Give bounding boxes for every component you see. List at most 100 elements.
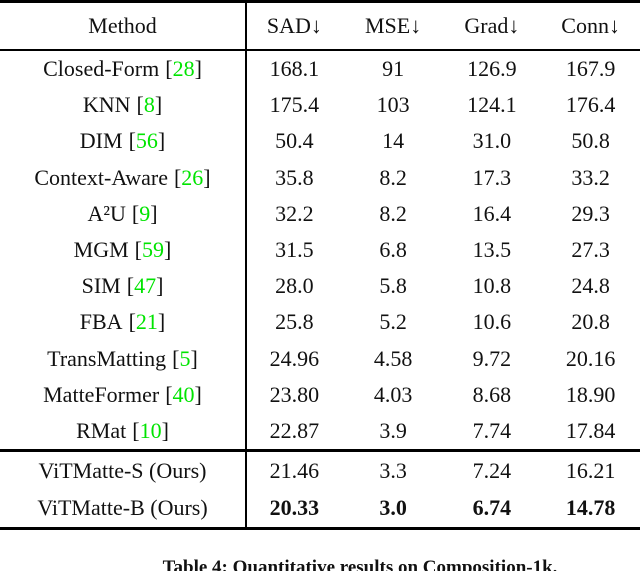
method-name: DIM <box>79 128 123 154</box>
method-cell: DIM [56] <box>0 128 245 154</box>
method-name: MGM <box>73 237 129 263</box>
method-name: Context-Aware <box>34 164 168 190</box>
mse-value: 4.58 <box>373 345 413 371</box>
method-cell: ViTMatte-B (Ours) <box>37 495 208 521</box>
table-row: DIM [56] 50.4 14 31.0 50.8 <box>0 123 640 159</box>
citation-number: 9 <box>139 200 151 226</box>
citation-number: 10 <box>139 417 162 443</box>
col-header-mse: MSE↓ <box>365 13 422 38</box>
conn-value: 29.3 <box>571 200 610 226</box>
sad-value: 31.5 <box>275 237 314 263</box>
sad-value: 32.2 <box>275 200 314 226</box>
col-header-conn: Conn↓ <box>561 13 620 38</box>
method-name: SIM <box>81 273 121 299</box>
method-cell: A²U [9] <box>0 201 245 227</box>
sad-value: 168.1 <box>269 56 320 82</box>
conn-value: 18.90 <box>565 381 616 407</box>
citation: [40] <box>165 381 202 407</box>
citation-number: 8 <box>143 92 155 118</box>
bottom-rule <box>0 527 640 531</box>
table-row: Closed-Form [28] 168.1 91 126.9 167.9 <box>0 51 640 87</box>
method-cell: SIM [47] <box>0 273 245 299</box>
mse-value: 3.0 <box>379 495 407 521</box>
citation-number: 56 <box>135 128 158 154</box>
citation: [10] <box>132 417 169 443</box>
section-rule <box>0 449 640 453</box>
conn-value: 14.78 <box>565 495 616 521</box>
conn-value: 17.84 <box>565 417 616 443</box>
citation-number: 5 <box>179 345 191 371</box>
citation: [47] <box>126 273 164 299</box>
column-separator-line <box>245 3 247 530</box>
sad-value: 175.4 <box>269 92 320 118</box>
citation: [26] <box>173 164 211 190</box>
conn-value: 20.16 <box>565 345 616 371</box>
method-name: Closed-Form <box>43 56 160 82</box>
sad-value: 22.87 <box>269 417 320 443</box>
mse-value: 91 <box>382 56 405 82</box>
conn-value: 16.21 <box>565 457 616 483</box>
method-name: TransMatting <box>47 345 167 371</box>
citation: [8] <box>136 92 163 118</box>
sad-value: 24.96 <box>269 345 320 371</box>
sad-value: 21.46 <box>269 457 320 483</box>
table-row: MGM [59] 31.5 6.8 13.5 27.3 <box>0 232 640 268</box>
mse-value: 8.2 <box>379 200 407 226</box>
grad-value: 6.74 <box>472 495 512 521</box>
citation-number: 59 <box>142 237 164 263</box>
mse-value: 4.03 <box>373 381 413 407</box>
table-header-row: Method SAD↓ MSE↓ Grad↓ Conn↓ <box>0 3 640 49</box>
method-cell: MGM [59] <box>0 237 245 263</box>
citation: [59] <box>134 237 172 263</box>
grad-value: 31.0 <box>472 128 512 154</box>
mse-value: 103 <box>376 92 410 118</box>
grad-value: 16.4 <box>472 200 512 226</box>
table-caption: Table 4: Quantitative results on Composi… <box>162 557 558 571</box>
sad-value: 28.0 <box>275 273 314 299</box>
grad-value: 126.9 <box>467 56 517 82</box>
table-row: SIM [47] 28.0 5.8 10.8 24.8 <box>0 268 640 304</box>
conn-value: 27.3 <box>571 237 610 263</box>
conn-value: 24.8 <box>571 273 610 299</box>
method-name: RMat <box>76 417 127 443</box>
method-name: MatteFormer <box>43 381 160 407</box>
grad-value: 17.3 <box>472 164 512 190</box>
mse-value: 3.3 <box>379 457 407 483</box>
method-cell: MatteFormer [40] <box>0 382 245 408</box>
grad-value: 10.8 <box>472 273 512 299</box>
sad-value: 25.8 <box>275 309 314 335</box>
grad-value: 7.74 <box>472 417 512 443</box>
conn-value: 20.8 <box>571 309 610 335</box>
citation: [9] <box>131 200 158 226</box>
citation: [56] <box>128 128 166 154</box>
sad-value: 23.80 <box>269 381 320 407</box>
table-row: A²U [9] 32.2 8.2 16.4 29.3 <box>0 196 640 232</box>
grad-value: 124.1 <box>467 92 517 118</box>
citation-number: 40 <box>172 381 195 407</box>
citation: [5] <box>172 345 198 371</box>
sad-value: 35.8 <box>275 164 314 190</box>
conn-value: 167.9 <box>565 56 616 82</box>
col-header-method: Method <box>88 13 157 38</box>
method-name: FBA <box>79 309 123 335</box>
mse-value: 6.8 <box>379 237 407 263</box>
col-header-sad: SAD↓ <box>266 13 322 38</box>
table-row: FBA [21] 25.8 5.2 10.6 20.8 <box>0 304 640 340</box>
method-cell: RMat [10] <box>0 418 245 444</box>
top-rule <box>0 0 640 3</box>
col-header-grad: Grad↓ <box>464 13 520 38</box>
mse-value: 8.2 <box>379 164 407 190</box>
method-cell: ViTMatte-S (Ours) <box>38 457 207 483</box>
method-cell: Context-Aware [26] <box>0 165 245 191</box>
grad-value: 8.68 <box>472 381 512 407</box>
citation-number: 21 <box>135 309 158 335</box>
conn-value: 176.4 <box>565 92 616 118</box>
method-cell: FBA [21] <box>0 309 245 335</box>
table-row: KNN [8] 175.4 103 124.1 176.4 <box>0 87 640 123</box>
conn-value: 33.2 <box>571 164 610 190</box>
mse-value: 3.9 <box>379 417 407 443</box>
grad-value: 9.72 <box>472 345 512 371</box>
method-cell: TransMatting [5] <box>0 346 245 372</box>
table-row: MatteFormer [40] 23.80 4.03 8.68 18.90 <box>0 377 640 413</box>
